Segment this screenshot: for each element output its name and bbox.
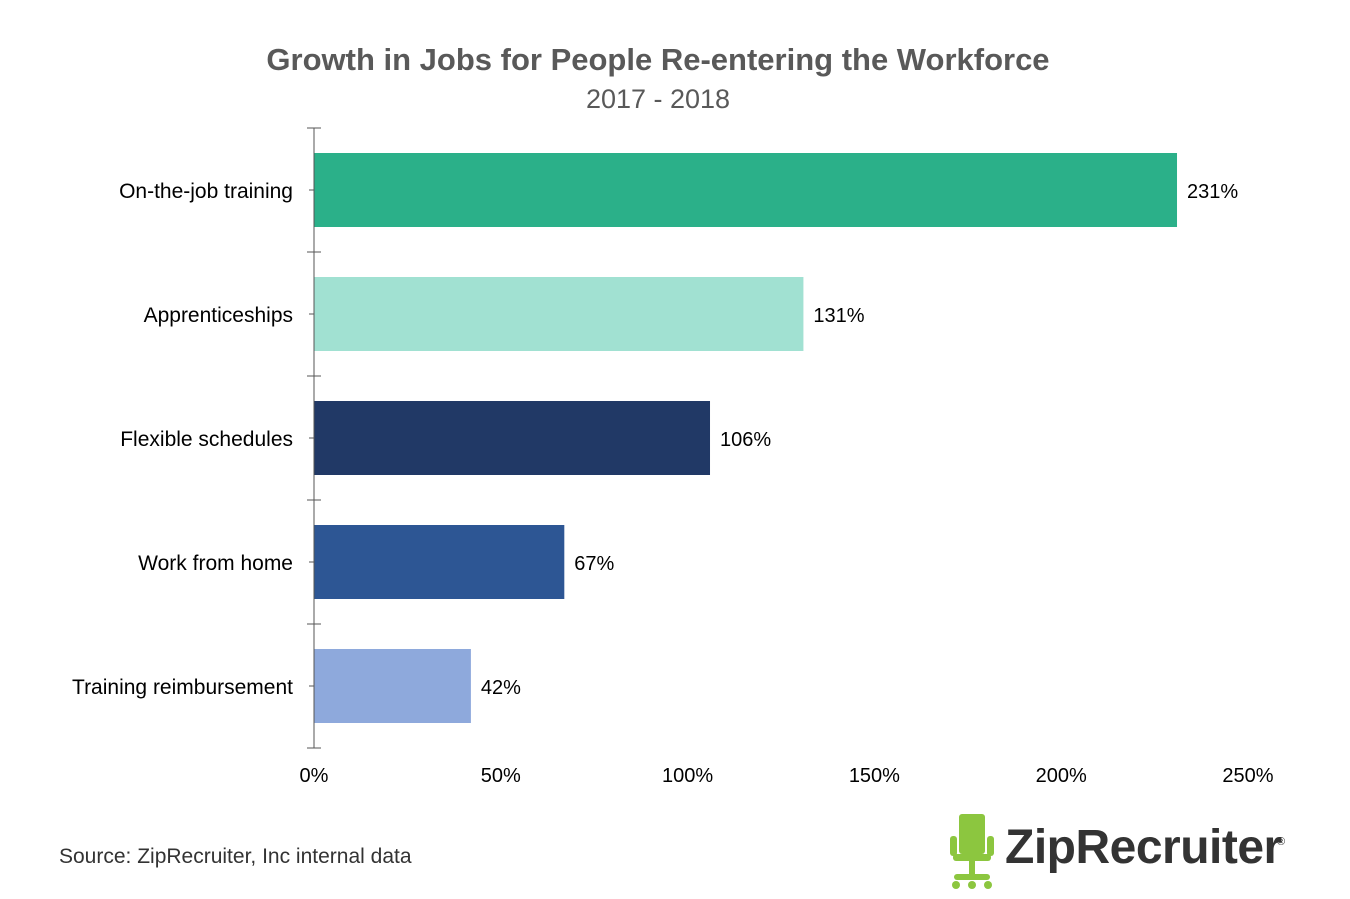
source-note: Source: ZipRecruiter, Inc internal data bbox=[59, 845, 412, 868]
registered-mark: ® bbox=[1277, 836, 1286, 848]
bar-value-label-0: 231% bbox=[1187, 181, 1238, 203]
bar-value-label-1: 131% bbox=[813, 305, 864, 327]
category-label-0: On-the-job training bbox=[119, 180, 293, 203]
bar-1 bbox=[314, 277, 804, 351]
x-tick-label-2: 100% bbox=[662, 765, 713, 787]
bar-3 bbox=[314, 525, 565, 599]
bar-value-label-2: 106% bbox=[720, 429, 771, 451]
bar-value-label-4: 42% bbox=[481, 677, 521, 699]
x-tick-label-5: 250% bbox=[1222, 765, 1273, 787]
category-label-2: Flexible schedules bbox=[120, 428, 293, 451]
chart-subtitle: 2017 - 2018 bbox=[585, 84, 731, 114]
bar-2 bbox=[314, 401, 711, 475]
bar-value-label-3: 67% bbox=[574, 553, 614, 575]
bar-0 bbox=[314, 153, 1178, 227]
x-tick-label-0: 0% bbox=[300, 765, 329, 787]
chair-icon bbox=[950, 814, 994, 889]
ziprecruiter-logo: ZipRecruiter ® bbox=[948, 814, 1293, 894]
x-tick-label-1: 50% bbox=[481, 765, 521, 787]
x-tick-label-3: 150% bbox=[849, 765, 900, 787]
category-label-4: Training reimbursement bbox=[72, 676, 293, 699]
x-tick-label-4: 200% bbox=[1036, 765, 1087, 787]
category-label-3: Work from home bbox=[138, 552, 293, 575]
category-label-1: Apprenticeships bbox=[144, 304, 293, 327]
bar-4 bbox=[314, 649, 471, 723]
chart-title: Growth in Jobs for People Re-entering th… bbox=[266, 42, 1050, 77]
logo-wordmark: ZipRecruiter bbox=[1005, 821, 1282, 874]
